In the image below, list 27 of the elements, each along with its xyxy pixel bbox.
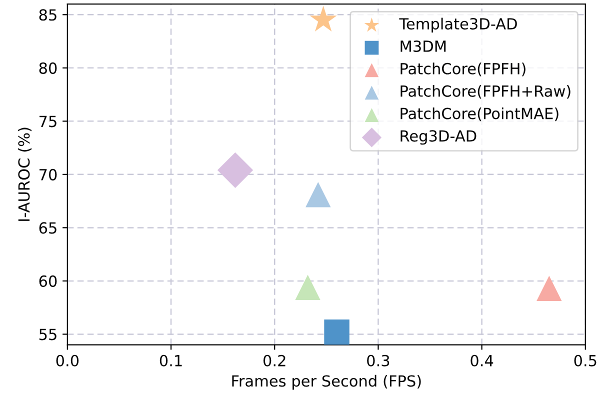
point <box>324 319 350 345</box>
y-tick-label: 75 <box>40 116 56 128</box>
legend-label: Reg3D-AD <box>400 130 476 145</box>
x-tick-label: 0.0 <box>56 354 79 366</box>
x-tick-label: 0.4 <box>470 354 494 366</box>
x-tick-label: 0.2 <box>263 354 286 366</box>
legend-label: PatchCore(PointMAE) <box>400 107 558 122</box>
x-tick-label: 0.3 <box>367 354 390 366</box>
y-tick-label: 70 <box>40 168 57 180</box>
y-tick-label: 60 <box>39 275 57 287</box>
y-tick-label: 85 <box>39 9 56 21</box>
point <box>310 6 337 32</box>
x-tick-label: 0.1 <box>160 354 182 366</box>
legend-label: M3DM <box>400 40 446 52</box>
point <box>536 276 562 302</box>
x-tick-label: 0.5 <box>574 354 596 366</box>
legend-label: Template3D-AD <box>399 18 517 33</box>
point <box>295 274 320 300</box>
y-tick-label: 65 <box>39 222 56 234</box>
x-axis-title: Frames per Second (FPS) <box>232 374 421 390</box>
y-axis-title: I-AUROC (%) <box>18 128 32 221</box>
legend-label: PatchCore(FPFH+Raw) <box>400 85 570 99</box>
point <box>217 152 254 188</box>
y-tick-label: 80 <box>39 62 57 74</box>
y-tick-label: 55 <box>39 328 56 340</box>
legend-label: PatchCore(FPFH) <box>400 62 526 76</box>
point <box>306 182 331 208</box>
